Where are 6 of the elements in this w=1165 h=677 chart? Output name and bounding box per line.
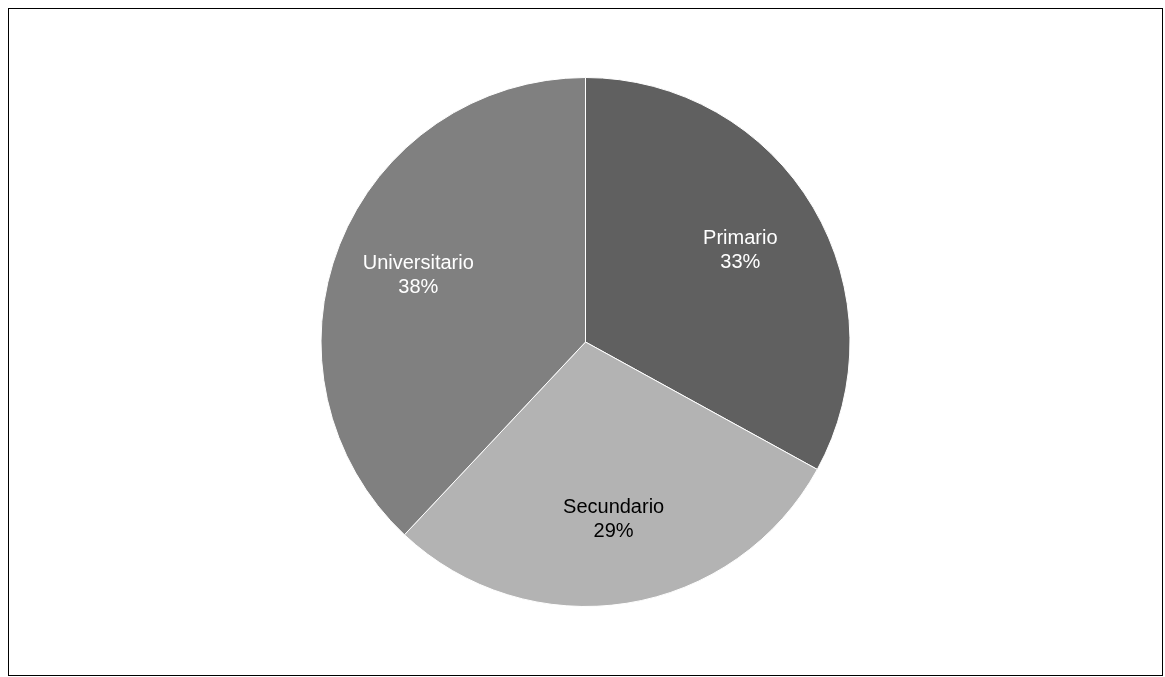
data-label: 38% xyxy=(398,275,439,298)
data-label: 29% xyxy=(593,519,634,542)
slice-label: Secundario xyxy=(563,495,665,518)
slice-label: Universitario xyxy=(362,251,474,274)
slice-label: Primario xyxy=(703,225,778,248)
data-label: 33% xyxy=(720,249,761,272)
